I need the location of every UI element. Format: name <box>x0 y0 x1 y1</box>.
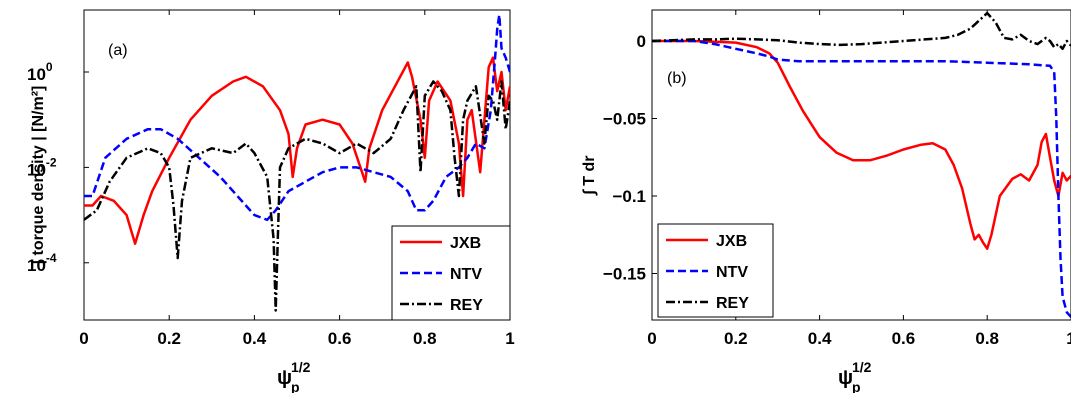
panel-a-axes-frame <box>83 9 511 321</box>
x-tick-label: 1 <box>505 329 514 348</box>
x-tick-label: 0.2 <box>724 329 748 348</box>
panel-a-tag: (a) <box>108 42 128 59</box>
x-tick-label: 0.8 <box>975 329 999 348</box>
panel-b-tag: (b) <box>667 70 687 87</box>
legend-label-ntv: NTV <box>450 266 482 283</box>
legend-label-jxb: JXB <box>716 233 747 250</box>
x-tick-label: 0 <box>647 329 656 348</box>
svg-text:1/2: 1/2 <box>852 359 872 375</box>
panel-a-legend: JXB NTV REY <box>391 225 511 321</box>
x-tick-label: 0.4 <box>808 329 832 348</box>
x-tick-label: 0.4 <box>243 329 267 348</box>
panel-a-y-axis-label: | torque density | [N/m²] <box>30 86 47 265</box>
y-tick-label: −0.05 <box>603 110 646 129</box>
legend-label-ntv: NTV <box>716 264 748 281</box>
series-line-rey <box>84 80 510 312</box>
y-tick-label: 0 <box>637 32 646 51</box>
panel-a-x-axis-label: ψ 1/2 p <box>277 359 311 393</box>
series-line-rey <box>652 11 1071 51</box>
legend-label-rey: REY <box>716 295 749 312</box>
y-tick-label: −0.15 <box>603 265 646 284</box>
panel-b-legend: JXB NTV REY <box>657 223 774 318</box>
panel-b: 0 0.2 0.4 0.6 0.8 1 0 −0.05 −0.1 −0.15 (b) ∫ T d… <box>581 9 1071 393</box>
x-tick-label: 0.6 <box>328 329 352 348</box>
panel-b-axes-frame <box>651 9 1071 321</box>
x-tick-label: 0.6 <box>892 329 916 348</box>
svg-text:p: p <box>852 379 861 393</box>
panel-b-x-axis-label: ψ 1/2 p <box>838 359 872 393</box>
legend-label-rey: REY <box>450 297 483 314</box>
svg-text:1/2: 1/2 <box>291 359 311 375</box>
svg-text:p: p <box>291 379 300 393</box>
y-tick-label: −0.1 <box>612 187 646 206</box>
legend-label-jxb: JXB <box>450 235 481 252</box>
x-tick-label: 1 <box>1066 329 1071 348</box>
panel-b-y-axis-label: ∫ T dr <box>581 155 598 196</box>
series-line-jxb <box>84 56 510 245</box>
svg-text:ψ: ψ <box>277 367 292 389</box>
svg-text:ψ: ψ <box>838 367 853 389</box>
x-tick-label: 0.2 <box>157 329 181 348</box>
x-tick-label: 0.8 <box>413 329 437 348</box>
y-tick-label: 100 <box>27 60 53 84</box>
series-line-ntv <box>84 13 510 222</box>
series-line-ntv <box>652 39 1071 318</box>
series-line-jxb <box>652 39 1071 250</box>
x-tick-label: 0 <box>79 329 88 348</box>
